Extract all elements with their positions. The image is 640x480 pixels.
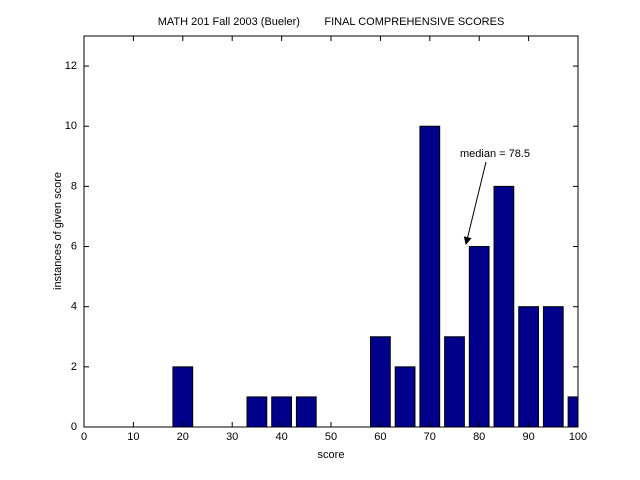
y-tick-label: 4 (71, 301, 77, 313)
bar (444, 336, 465, 427)
x-tick-label: 30 (226, 431, 238, 443)
x-tick-label: 90 (522, 431, 534, 443)
x-tick-label: 0 (81, 431, 87, 443)
x-tick-label: 50 (325, 431, 337, 443)
y-tick-label: 10 (65, 120, 77, 132)
y-tick-label: 6 (71, 240, 77, 252)
x-tick-label: 20 (177, 431, 189, 443)
bar (542, 306, 564, 427)
y-tick-label: 0 (71, 421, 77, 433)
annotation: median = 78.5 (460, 148, 530, 160)
bar (419, 125, 441, 427)
x-tick-label: 40 (275, 431, 287, 443)
annotation-arrow (463, 161, 487, 245)
bar (468, 246, 490, 427)
bar (246, 396, 268, 427)
y-tick-label: 8 (71, 180, 77, 192)
y-axis-label: instances of given score (52, 172, 64, 290)
bar (295, 396, 317, 427)
y-tick-label: 12 (65, 60, 77, 72)
bar (370, 336, 391, 427)
x-axis-label: score (318, 449, 345, 461)
y-tick-label: 2 (71, 361, 77, 373)
bar (518, 306, 539, 427)
x-tick-label: 70 (424, 431, 436, 443)
bar (394, 366, 416, 427)
x-tick-label: 60 (374, 431, 386, 443)
x-tick-label: 100 (569, 431, 587, 443)
bar (172, 366, 194, 427)
bar (493, 185, 515, 427)
bar-group (172, 125, 578, 427)
x-tick-label: 80 (473, 431, 485, 443)
x-tick-label: 10 (127, 431, 139, 443)
chart-title: MATH 201 Fall 2003 (Bueler) FINAL COMPRE… (158, 16, 505, 28)
